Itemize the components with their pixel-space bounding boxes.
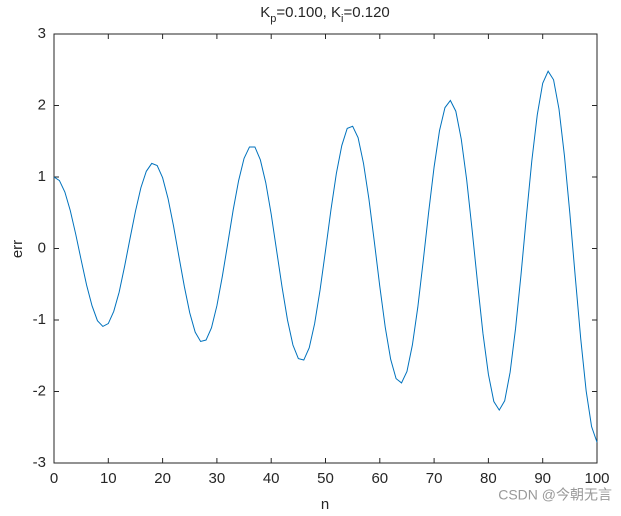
x-tick-label: 0	[50, 470, 58, 487]
x-tick-label: 70	[426, 470, 443, 487]
y-tick-label: 0	[38, 239, 46, 256]
x-tick-label: 40	[263, 470, 280, 487]
y-tick-label: -1	[33, 311, 46, 328]
x-tick-label: 80	[480, 470, 497, 487]
x-tick-label: 60	[371, 470, 388, 487]
x-axis-label: n	[321, 496, 329, 513]
y-tick-label: 2	[38, 96, 46, 113]
y-tick-label: -3	[33, 454, 46, 471]
chart-title: Kp=0.100, Ki=0.120	[260, 4, 390, 25]
y-tick-label: 1	[38, 168, 46, 185]
x-tick-label: 20	[154, 470, 171, 487]
x-tick-label: 30	[209, 470, 226, 487]
x-tick-label: 100	[584, 470, 609, 487]
y-axis-label: err	[9, 240, 26, 258]
x-tick-label: 90	[534, 470, 551, 487]
x-tick-label: 10	[100, 470, 117, 487]
y-tick-label: 3	[38, 25, 46, 42]
line-series	[53, 70, 598, 443]
y-tick-label: -2	[33, 382, 46, 399]
x-tick-label: 50	[317, 470, 334, 487]
watermark: CSDN @今朝无言	[498, 487, 612, 503]
